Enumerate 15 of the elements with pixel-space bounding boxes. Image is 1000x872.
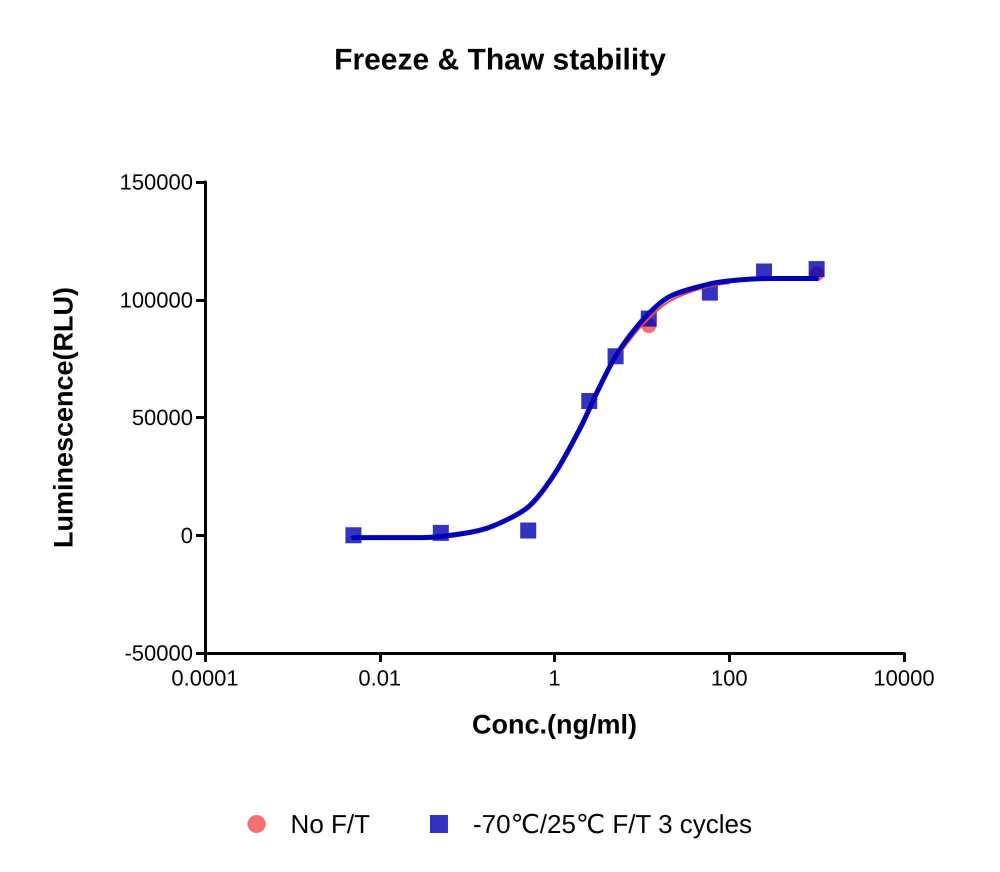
- y-tick-label: 150000: [120, 170, 193, 194]
- x-tick-label: 10000: [873, 666, 935, 690]
- x-tick-label: 0.0001: [171, 666, 239, 690]
- y-tick-label: -50000: [124, 640, 193, 666]
- y-axis-title: Luminescence(RLU): [48, 286, 78, 548]
- x-tick-label: 0.01: [358, 666, 402, 690]
- y-tick-label: 0: [180, 522, 193, 548]
- legend-label: No F/T: [290, 809, 370, 839]
- x-axis-title: Conc.(ng/ml): [472, 710, 637, 740]
- x-tick-label: 100: [710, 666, 748, 690]
- x-tick-label: 1: [548, 666, 561, 690]
- y-tick-label: 50000: [132, 405, 193, 430]
- chart-title: Freeze & Thaw stability: [334, 44, 666, 76]
- y-tick-label: 100000: [120, 287, 193, 312]
- legend-label: -70℃/25℃ F/T 3 cycles: [472, 809, 752, 839]
